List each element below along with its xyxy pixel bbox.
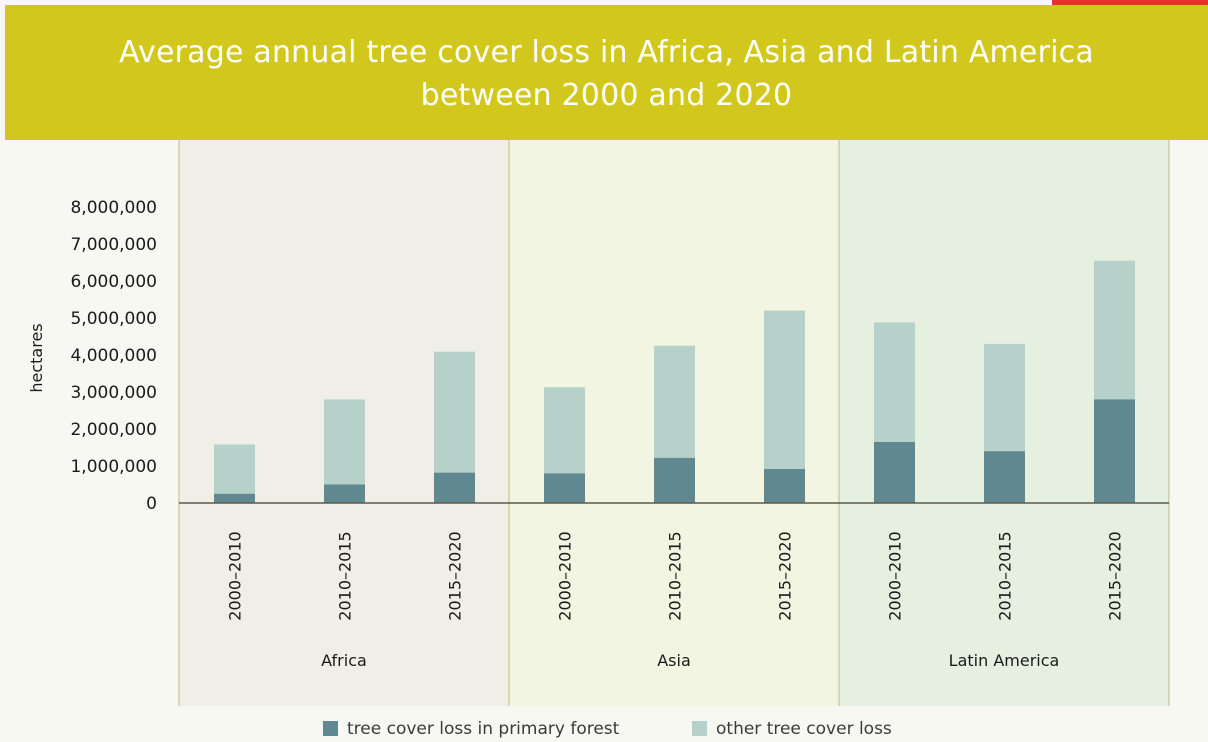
- y-tick-label: 2,000,000: [70, 420, 157, 440]
- legend-swatch-primary: [323, 721, 338, 736]
- y-tick-label: 1,000,000: [70, 457, 157, 477]
- x-tick-label: 2000–2010: [556, 531, 575, 620]
- bar-other-tree-cover-loss: [984, 343, 1025, 452]
- bar-other-tree-cover-loss: [1094, 260, 1135, 400]
- y-tick-label: 5,000,000: [70, 309, 157, 329]
- bar-other-tree-cover-loss: [654, 345, 695, 458]
- bar-primary-forest-loss: [764, 468, 805, 503]
- bar-primary-forest-loss: [214, 493, 255, 503]
- x-tick-label: 2015–2020: [776, 531, 795, 620]
- bar-primary-forest-loss: [654, 457, 695, 503]
- x-tick-label: 2015–2020: [446, 531, 465, 620]
- bar-primary-forest-loss: [324, 484, 365, 503]
- bar-other-tree-cover-loss: [764, 310, 805, 469]
- y-tick-label: 4,000,000: [70, 346, 157, 366]
- y-axis-label: hectares: [27, 323, 46, 392]
- y-tick-label: 3,000,000: [70, 383, 157, 403]
- x-tick-label: 2000–2010: [886, 531, 905, 620]
- group-label: Asia: [657, 651, 691, 670]
- bar-other-tree-cover-loss: [874, 322, 915, 442]
- bar-other-tree-cover-loss: [324, 399, 365, 485]
- bar-other-tree-cover-loss: [544, 387, 585, 474]
- bar-other-tree-cover-loss: [214, 444, 255, 494]
- x-tick-label: 2010–2015: [336, 531, 355, 620]
- y-tick-label: 8,000,000: [70, 198, 157, 218]
- bar-primary-forest-loss: [434, 472, 475, 503]
- corner-tag: [1052, 0, 1208, 5]
- x-tick-label: 2010–2015: [996, 531, 1015, 620]
- chart-title-line-2: between 2000 and 2020: [420, 78, 793, 113]
- y-tick-label: 6,000,000: [70, 272, 157, 292]
- y-tick-label: 7,000,000: [70, 235, 157, 255]
- bar-primary-forest-loss: [874, 441, 915, 503]
- y-tick-label: 0: [146, 494, 157, 514]
- legend-item-other: other tree cover loss: [692, 719, 892, 739]
- bar-other-tree-cover-loss: [434, 351, 475, 473]
- legend-item-primary: tree cover loss in primary forest: [323, 719, 619, 739]
- group-label: Latin America: [949, 651, 1060, 670]
- title-band: Average annual tree cover loss in Africa…: [5, 5, 1208, 140]
- legend-swatch-other: [692, 721, 707, 736]
- x-tick-label: 2000–2010: [226, 531, 245, 620]
- x-tick-label: 2010–2015: [666, 531, 685, 620]
- legend-label-other: other tree cover loss: [716, 719, 892, 739]
- bar-primary-forest-loss: [544, 473, 585, 503]
- bar-primary-forest-loss: [984, 451, 1025, 503]
- x-tick-label: 2015–2020: [1106, 531, 1125, 620]
- group-label: Africa: [321, 651, 367, 670]
- legend-label-primary: tree cover loss in primary forest: [347, 719, 620, 739]
- chart-title-line-1: Average annual tree cover loss in Africa…: [119, 35, 1094, 70]
- bar-primary-forest-loss: [1094, 399, 1135, 503]
